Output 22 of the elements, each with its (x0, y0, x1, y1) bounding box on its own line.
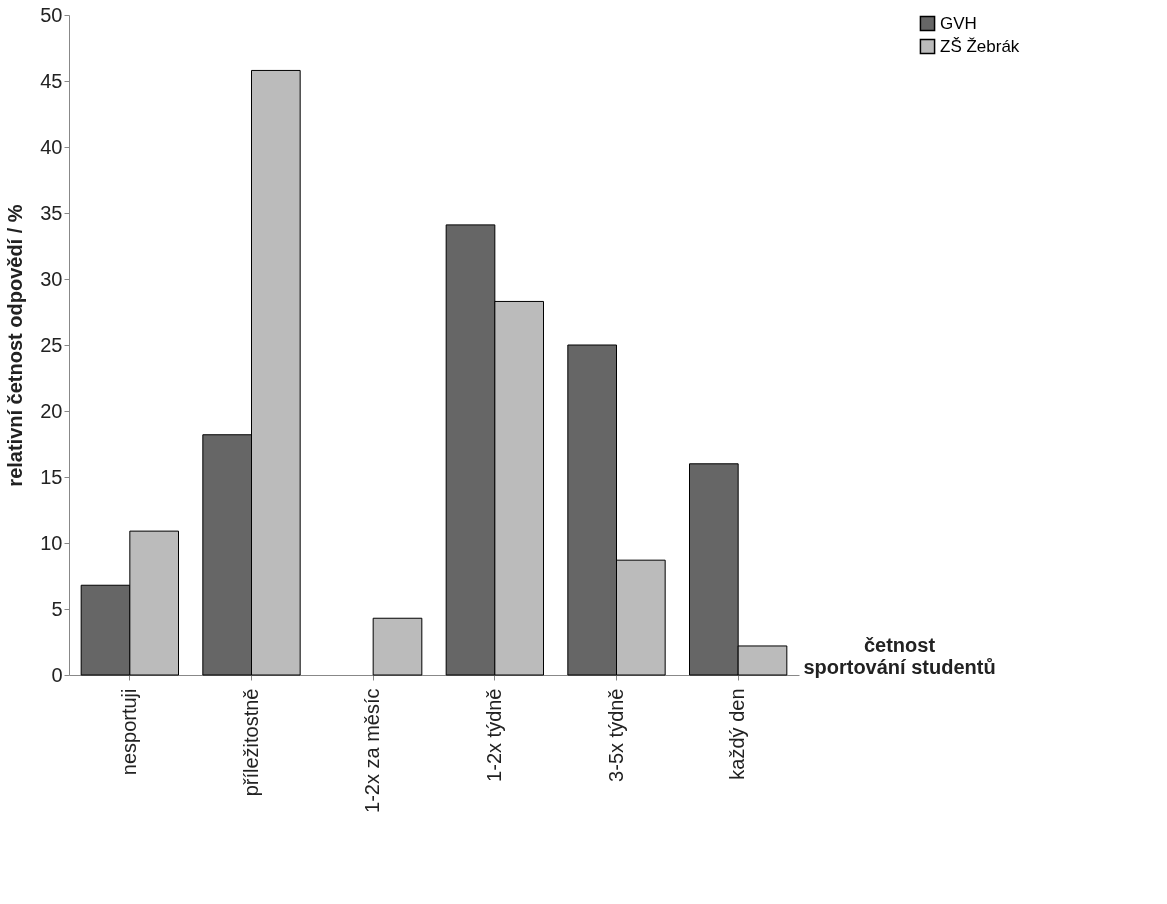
y-tick-label: 50 (40, 3, 63, 26)
y-tick-label: 45 (40, 69, 63, 92)
x-tick-label: 1-2x za měsíc (361, 688, 384, 813)
x-tick-label: příležitostně (239, 688, 262, 797)
y-tick-label: 5 (51, 597, 63, 620)
x-tick-label: nesportuji (117, 688, 140, 776)
x-tick-label: 1-2x týdně (482, 688, 505, 782)
x-axis-title: četnost sportování studentů (803, 633, 996, 678)
y-tick-label: 35 (40, 201, 63, 224)
y-tick-label: 40 (40, 135, 63, 158)
bar (372, 617, 423, 676)
x-tick-label: 3-5x týdně (604, 688, 627, 782)
x-tick-label: každý den (726, 688, 749, 780)
y-axis-title: relativní četnost odpovědí / % (4, 204, 27, 487)
legend-label: GVH (940, 13, 977, 33)
y-tick-label: 15 (40, 465, 63, 488)
y-tick-label: 30 (40, 267, 63, 290)
y-tick-label: 10 (40, 531, 63, 554)
y-tick-label: 0 (51, 663, 63, 686)
y-tick-label: 25 (40, 333, 63, 356)
y-tick-label: 20 (40, 399, 63, 422)
legend-label: ZŠ Žebrák (940, 36, 1020, 56)
